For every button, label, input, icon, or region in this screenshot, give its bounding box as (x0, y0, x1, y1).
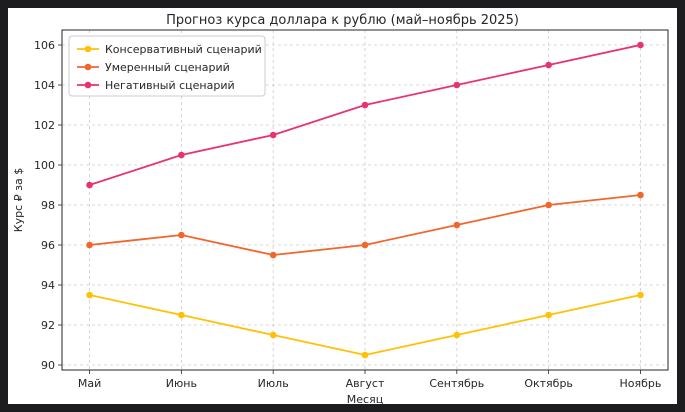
chart-title: Прогноз курса доллара к рублю (май–ноябр… (166, 13, 519, 28)
series-marker-2 (637, 41, 644, 49)
x-axis-label: Месяц (347, 393, 383, 404)
series-marker-1 (269, 251, 277, 259)
y-tick-label: 104 (34, 79, 55, 92)
chart-figure: Май Июнь Июль Август Сентябрь Октябрь Ноябрь 90… (8, 8, 677, 404)
legend-label-0: Консервативный сценарий (105, 43, 262, 56)
legend-marker-0 (84, 45, 92, 53)
series-marker-2 (178, 151, 185, 159)
line-chart: Май Июнь Июль Август Сентябрь Октябрь Ноябрь 90… (8, 8, 677, 404)
x-tick-label: Июль (258, 377, 289, 390)
y-tick-label: 106 (34, 39, 55, 52)
series-marker-1 (545, 201, 552, 209)
series-marker-2 (545, 61, 552, 69)
series-marker-1 (178, 231, 185, 239)
x-tick-label: Октябрь (524, 377, 573, 390)
legend-label-1: Умеренный сценарий (105, 61, 230, 74)
y-tick-label: 90 (41, 359, 55, 372)
series-marker-0 (453, 331, 461, 339)
y-tick-label: 92 (41, 319, 55, 332)
series-marker-1 (86, 241, 93, 249)
series-marker-0 (178, 311, 185, 319)
series-marker-0 (361, 351, 369, 359)
series-marker-1 (361, 241, 369, 249)
x-tick-label: Ноябрь (620, 377, 662, 390)
series-marker-2 (86, 181, 93, 189)
series-marker-1 (453, 221, 461, 229)
y-tick-label: 94 (41, 279, 55, 292)
x-tick-label: Июнь (166, 377, 197, 390)
series-marker-2 (453, 81, 461, 89)
series-marker-2 (269, 131, 277, 139)
plot-border (61, 29, 669, 371)
y-axis-label: Курс ₽ за $ (12, 168, 25, 232)
legend-marker-1 (84, 63, 92, 71)
x-tick-label: Май (78, 377, 101, 390)
x-tick-label: Август (346, 377, 385, 390)
series-marker-2 (361, 101, 369, 109)
legend-label-2: Негативный сценарий (105, 79, 235, 92)
y-tick-label: 102 (34, 119, 55, 132)
series-marker-0 (269, 331, 277, 339)
legend-box (68, 35, 266, 97)
legend-marker-2 (84, 81, 92, 89)
series-marker-0 (637, 291, 644, 299)
series-marker-0 (545, 311, 552, 319)
y-tick-label: 98 (41, 199, 55, 212)
series-marker-0 (86, 291, 93, 299)
series-marker-1 (637, 191, 644, 199)
x-tick-label: Сентябрь (429, 377, 484, 390)
y-tick-label: 96 (41, 239, 55, 252)
y-tick-label: 100 (34, 159, 55, 172)
